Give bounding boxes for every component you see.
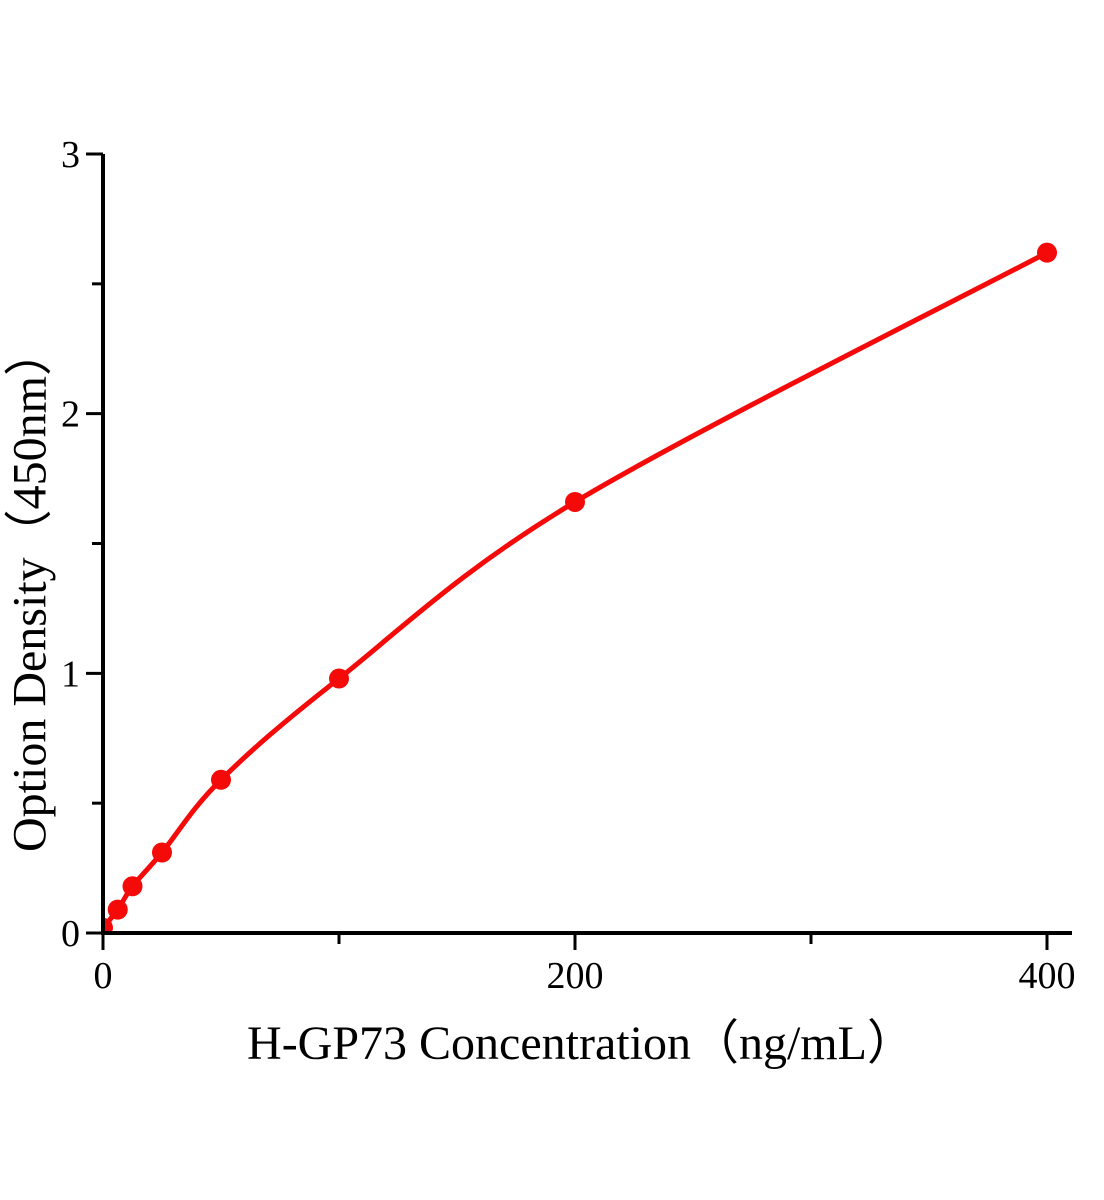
data-point-marker (211, 769, 231, 790)
y-tick-label: 0 (61, 913, 80, 955)
y-axis-title: Option Density（450nm） (3, 328, 57, 852)
data-point-marker (103, 917, 113, 933)
x-axis-title: H-GP73 Concentration（ng/mL） (247, 1017, 915, 1070)
data-point-marker (152, 842, 172, 863)
data-point-marker (565, 491, 585, 512)
series-curve (103, 250, 1050, 931)
y-tick-label: 1 (61, 653, 80, 695)
x-tick-label: 0 (94, 955, 113, 997)
data-point-marker (1037, 242, 1057, 263)
data-point-marker (122, 876, 143, 897)
data-point-marker (107, 899, 128, 920)
y-tick-label: 3 (61, 134, 80, 176)
x-tick-label: 400 (1019, 955, 1076, 997)
series-layer (103, 242, 1057, 933)
x-tick-label: 200 (547, 955, 604, 997)
axes-layer (101, 154, 1072, 935)
data-point-marker (329, 668, 349, 689)
tick-layer (86, 152, 1049, 950)
y-tick-label: 2 (61, 394, 80, 436)
tick-label-layer: 0 200 400 0 1 2 3 (61, 134, 1076, 997)
